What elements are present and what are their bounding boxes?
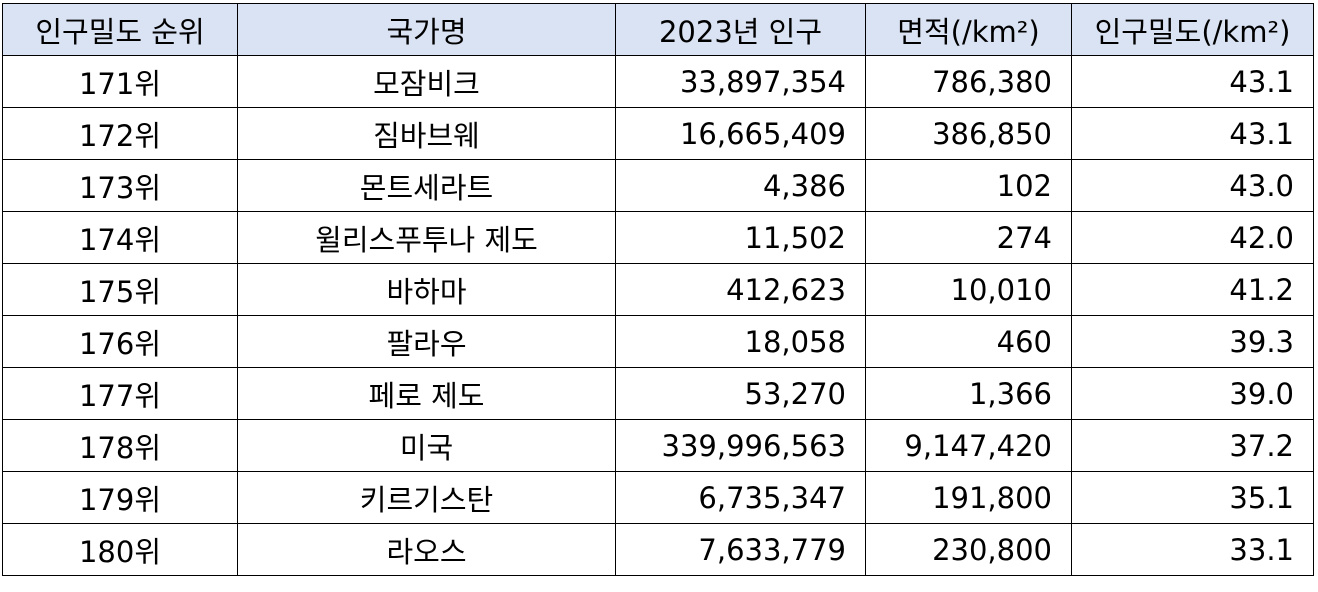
area-cell: 10,010 — [865, 263, 1072, 316]
country-cell: 라오스 — [237, 523, 616, 576]
table-row: 180위 라오스 7,633,779 230,800 33.1 — [2, 523, 1314, 576]
rank-cell: 174위 — [2, 211, 238, 264]
area-cell: 102 — [865, 159, 1072, 212]
rank-cell: 178위 — [2, 419, 238, 472]
density-cell: 35.1 — [1071, 471, 1314, 524]
header-population-2023: 2023년 인구 — [615, 3, 866, 56]
density-cell: 37.2 — [1071, 419, 1314, 472]
population-cell: 7,633,779 — [615, 523, 866, 576]
area-cell: 191,800 — [865, 471, 1072, 524]
area-cell: 1,366 — [865, 367, 1072, 420]
population-cell: 18,058 — [615, 315, 866, 368]
table-row: 177위 페로 제도 53,270 1,366 39.0 — [2, 367, 1314, 420]
country-cell: 몬트세라트 — [237, 159, 616, 212]
population-cell: 339,996,563 — [615, 419, 866, 472]
density-cell: 43.1 — [1071, 107, 1314, 160]
area-cell: 274 — [865, 211, 1072, 264]
density-cell: 43.1 — [1071, 55, 1314, 108]
header-country: 국가명 — [237, 3, 616, 56]
area-cell: 9,147,420 — [865, 419, 1072, 472]
area-cell: 230,800 — [865, 523, 1072, 576]
density-cell: 42.0 — [1071, 211, 1314, 264]
area-cell: 460 — [865, 315, 1072, 368]
header-density: 인구밀도(/km²) — [1071, 3, 1314, 56]
rank-cell: 175위 — [2, 263, 238, 316]
header-row: 인구밀도 순위 국가명 2023년 인구 면적(/km²) 인구밀도(/km²) — [2, 3, 1314, 56]
rank-cell: 179위 — [2, 471, 238, 524]
country-cell: 키르기스탄 — [237, 471, 616, 524]
population-cell: 412,623 — [615, 263, 866, 316]
country-cell: 페로 제도 — [237, 367, 616, 420]
table-row: 172위 짐바브웨 16,665,409 386,850 43.1 — [2, 107, 1314, 160]
country-cell: 짐바브웨 — [237, 107, 616, 160]
table-row: 173위 몬트세라트 4,386 102 43.0 — [2, 159, 1314, 212]
table-row: 179위 키르기스탄 6,735,347 191,800 35.1 — [2, 471, 1314, 524]
density-cell: 39.3 — [1071, 315, 1314, 368]
density-cell: 33.1 — [1071, 523, 1314, 576]
country-cell: 미국 — [237, 419, 616, 472]
rank-cell: 171위 — [2, 55, 238, 108]
table-row: 171위 모잠비크 33,897,354 786,380 43.1 — [2, 55, 1314, 108]
header-rank: 인구밀도 순위 — [2, 3, 238, 56]
country-cell: 모잠비크 — [237, 55, 616, 108]
country-cell: 팔라우 — [237, 315, 616, 368]
table-row: 178위 미국 339,996,563 9,147,420 37.2 — [2, 419, 1314, 472]
header-area: 면적(/km²) — [865, 3, 1072, 56]
population-cell: 6,735,347 — [615, 471, 866, 524]
rank-cell: 176위 — [2, 315, 238, 368]
population-density-table: 인구밀도 순위 국가명 2023년 인구 면적(/km²) 인구밀도(/km²)… — [2, 3, 1314, 576]
table-row: 175위 바하마 412,623 10,010 41.2 — [2, 263, 1314, 316]
rank-cell: 173위 — [2, 159, 238, 212]
rank-cell: 177위 — [2, 367, 238, 420]
population-cell: 11,502 — [615, 211, 866, 264]
density-cell: 39.0 — [1071, 367, 1314, 420]
country-cell: 바하마 — [237, 263, 616, 316]
population-cell: 53,270 — [615, 367, 866, 420]
population-cell: 16,665,409 — [615, 107, 866, 160]
rank-cell: 180위 — [2, 523, 238, 576]
country-cell: 윌리스푸투나 제도 — [237, 211, 616, 264]
rank-cell: 172위 — [2, 107, 238, 160]
area-cell: 386,850 — [865, 107, 1072, 160]
population-cell: 33,897,354 — [615, 55, 866, 108]
table-row: 176위 팔라우 18,058 460 39.3 — [2, 315, 1314, 368]
area-cell: 786,380 — [865, 55, 1072, 108]
population-cell: 4,386 — [615, 159, 866, 212]
density-cell: 41.2 — [1071, 263, 1314, 316]
table-row: 174위 윌리스푸투나 제도 11,502 274 42.0 — [2, 211, 1314, 264]
density-cell: 43.0 — [1071, 159, 1314, 212]
